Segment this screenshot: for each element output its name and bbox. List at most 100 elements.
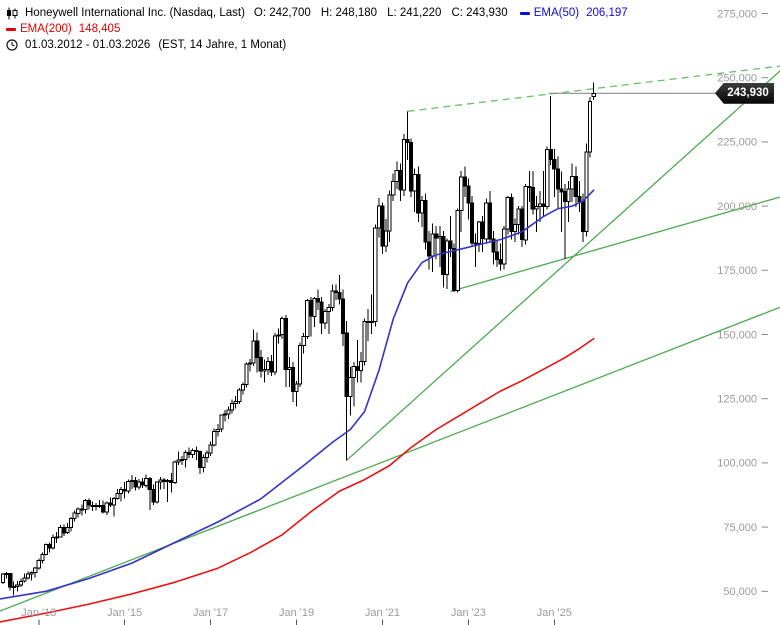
- candle-body: [505, 196, 510, 230]
- highs-resistance-trendline: [407, 65, 780, 112]
- candle-body: [11, 585, 16, 588]
- candlestick-icon: [6, 7, 20, 20]
- candle-body: [480, 221, 485, 240]
- period-info: (EST, 14 Jahre, 1 Monat): [158, 39, 287, 51]
- candle-body: [584, 151, 589, 232]
- candle-body: [305, 299, 310, 337]
- instrument-title[interactable]: Honeywell International Inc. (Nasdaq, La…: [25, 7, 245, 19]
- candle-body: [205, 452, 210, 459]
- candle-body: [516, 208, 521, 226]
- candle-body: [4, 573, 9, 576]
- candle-body: [333, 290, 338, 293]
- candle-body: [319, 301, 324, 324]
- candle-body: [255, 340, 260, 358]
- candle-body: [61, 526, 66, 534]
- candle-body: [577, 196, 582, 203]
- candle-body: [326, 307, 331, 312]
- candle-body: [0, 573, 6, 583]
- candle-body: [315, 297, 321, 303]
- candle-body: [187, 451, 192, 456]
- candle-body: [226, 409, 231, 415]
- candle-body: [240, 384, 246, 391]
- y-axis-label: 50,000: [723, 586, 757, 598]
- open-value: O: 242,700: [253, 7, 311, 19]
- candle-body: [520, 208, 525, 241]
- y-axis-label: 100,000: [717, 458, 757, 470]
- candle-body: [588, 100, 593, 153]
- candle-body: [369, 320, 374, 323]
- candle-body: [122, 489, 127, 492]
- candle-body: [541, 203, 546, 208]
- x-axis-label: Jan '21: [365, 607, 400, 619]
- candle-body: [269, 361, 274, 373]
- candle-body: [412, 173, 417, 192]
- ema200-label[interactable]: EMA(200): [20, 23, 72, 35]
- candle-body: [537, 203, 543, 207]
- y-axis-label: 175,000: [717, 265, 757, 277]
- chart-header: Honeywell International Inc. (Nasdaq, La…: [6, 5, 628, 53]
- candle-body: [294, 383, 299, 393]
- candle-body: [8, 573, 13, 588]
- covid-low-support-trendline: [346, 70, 780, 461]
- candle-body: [219, 414, 224, 430]
- candle-body: [491, 238, 496, 253]
- candle-body: [337, 291, 342, 300]
- candle-body: [409, 141, 414, 192]
- candle-body: [101, 504, 106, 513]
- ema50-swatch-icon: [519, 11, 530, 15]
- candle-body: [136, 481, 142, 488]
- candle-body: [273, 335, 278, 373]
- candle-body: [65, 527, 70, 534]
- candle-body: [473, 242, 478, 245]
- candle-body: [355, 365, 360, 371]
- candle-body: [197, 451, 203, 468]
- clock-icon: [6, 39, 20, 51]
- candle-body: [444, 240, 449, 275]
- candle-body: [362, 320, 367, 363]
- candle-body: [484, 202, 489, 240]
- candle-body: [552, 158, 557, 170]
- x-axis-label: Jan '23: [451, 607, 486, 619]
- candle-body: [194, 449, 199, 453]
- y-axis-label: 75,000: [723, 522, 757, 534]
- candle-body: [555, 168, 560, 190]
- candle-body: [262, 369, 267, 372]
- ema50-label[interactable]: EMA(50): [533, 7, 580, 19]
- ema200-swatch-icon: [6, 27, 16, 31]
- candle-body: [26, 573, 31, 579]
- candle-body: [523, 186, 528, 241]
- candle-body: [29, 572, 34, 575]
- candle-body: [51, 536, 56, 549]
- candle-body: [509, 196, 514, 233]
- candle-body: [405, 139, 410, 143]
- candle-body: [376, 205, 381, 229]
- header-line-instrument: Honeywell International Inc. (Nasdaq, La…: [6, 5, 628, 21]
- candle-body: [290, 366, 296, 392]
- candle-body: [570, 176, 575, 190]
- candle-body: [323, 310, 328, 324]
- x-axis-label: Jan '13: [21, 607, 56, 619]
- candle-body: [387, 194, 392, 232]
- candle-body: [548, 148, 553, 160]
- candle-body: [401, 139, 407, 191]
- candle-body: [441, 236, 446, 275]
- header-line-daterange: 01.03.2012 - 01.03.2026 (EST, 14 Jahre, …: [6, 37, 628, 53]
- candle-body: [351, 365, 356, 378]
- candle-body: [512, 224, 517, 233]
- candle-body: [380, 205, 385, 247]
- candle-body: [222, 413, 228, 416]
- trendlines-layer: [0, 65, 780, 612]
- candle-body: [22, 577, 27, 582]
- candle-body: [502, 228, 507, 265]
- candle-body: [434, 233, 439, 239]
- candle-body: [97, 504, 102, 507]
- candle-body: [566, 188, 571, 202]
- ema-layer: [0, 189, 595, 623]
- candle-body: [133, 479, 138, 488]
- candle-body: [563, 191, 568, 202]
- candle-body: [591, 92, 596, 98]
- y-axis-label: 250,000: [717, 73, 757, 85]
- candle-body: [280, 317, 285, 336]
- candle-body: [115, 493, 120, 500]
